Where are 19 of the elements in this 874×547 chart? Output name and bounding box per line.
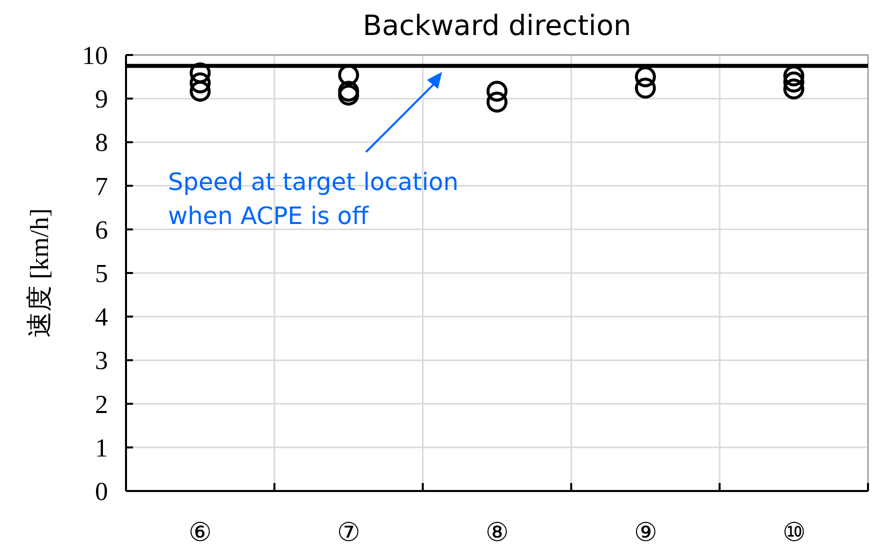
x-tick-label: ⑧ [486, 518, 508, 547]
x-tick-label: ⑨ [634, 518, 657, 547]
x-tick-label: ⑥ [188, 518, 212, 547]
y-tick-label: 0 [95, 477, 108, 506]
y-tick-label: 7 [95, 172, 108, 201]
y-tick-label: 9 [95, 84, 108, 114]
y-tick-label: 3 [95, 346, 108, 376]
x-tick-label: ⑩ [782, 518, 806, 547]
y-tick-label: 10 [82, 41, 108, 70]
y-tick-label: 8 [95, 128, 108, 158]
x-tick-label: ⑦ [337, 518, 360, 547]
y-axis-title: 速度 [km/h] [25, 208, 54, 338]
y-tick-label: 5 [95, 259, 108, 288]
y-tick-label: 1 [95, 433, 108, 462]
annotation: Speed at target location when ACPE is off [168, 168, 458, 230]
y-tick-label: 6 [95, 215, 108, 244]
y-tick-label: 2 [95, 390, 108, 419]
chart-title: Backward direction [362, 9, 632, 42]
y-tick-label: 4 [95, 302, 108, 332]
